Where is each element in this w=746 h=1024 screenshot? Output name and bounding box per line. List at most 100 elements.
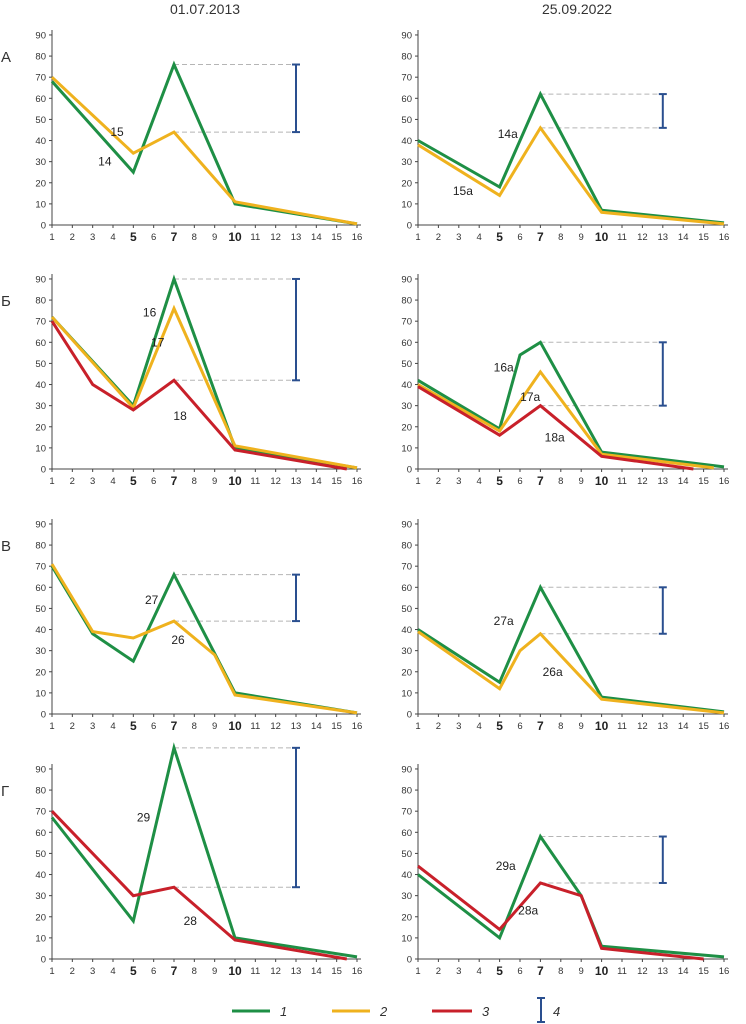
curve-label: 14a — [498, 127, 518, 141]
x-tick-label: 14 — [678, 966, 689, 977]
y-tick-label: 60 — [35, 583, 46, 594]
y-tick-label: 30 — [401, 157, 412, 168]
y-tick-label: 10 — [401, 933, 412, 944]
x-tick-label: 5 — [130, 964, 137, 978]
y-tick-label: 0 — [41, 955, 46, 966]
y-tick-label: 50 — [35, 115, 46, 126]
x-tick-label: 8 — [558, 966, 563, 977]
x-tick-label: 11 — [617, 476, 627, 487]
y-tick-label: 70 — [35, 562, 46, 573]
x-tick-label: 12 — [270, 232, 281, 243]
x-tick-label: 1 — [415, 966, 420, 977]
x-tick-label: 4 — [477, 476, 482, 487]
x-tick-label: 6 — [517, 476, 522, 487]
x-tick-label: 10 — [595, 230, 609, 244]
x-tick-label: 13 — [658, 721, 669, 732]
y-tick-label: 60 — [401, 828, 412, 839]
y-tick-label: 90 — [401, 274, 412, 285]
x-tick-label: 5 — [496, 964, 503, 978]
x-tick-label: 16 — [352, 232, 363, 243]
y-tick-label: 30 — [401, 891, 412, 902]
x-tick-label: 12 — [637, 966, 648, 977]
y-tick-label: 20 — [401, 667, 412, 678]
series-line-series1 — [50, 274, 358, 470]
series-line-series2 — [417, 369, 714, 470]
y-tick-label: 90 — [35, 519, 46, 530]
x-tick-label: 2 — [436, 476, 441, 487]
row-label-a: А — [1, 49, 11, 66]
x-tick-label: 2 — [70, 721, 75, 732]
curve-label: 18a — [545, 430, 565, 444]
legend: 1 2 3 4 — [232, 997, 560, 1023]
curve-label: 27 — [145, 593, 159, 607]
y-tick-label: 50 — [35, 359, 46, 370]
x-tick-label: 12 — [637, 476, 648, 487]
x-tick-label: 12 — [270, 476, 281, 487]
curve-label: 29a — [496, 859, 516, 873]
y-tick-label: 0 — [41, 221, 46, 232]
y-tick-label: 70 — [35, 73, 46, 84]
y-tick-label: 80 — [401, 296, 412, 307]
x-tick-label: 8 — [558, 476, 563, 487]
x-tick-label: 3 — [90, 476, 95, 487]
y-tick-label: 0 — [407, 465, 412, 476]
x-tick-label: 4 — [110, 232, 115, 243]
x-tick-label: 6 — [517, 232, 522, 243]
x-tick-label: 9 — [579, 476, 584, 487]
x-tick-label: 7 — [537, 230, 544, 244]
x-tick-label: 9 — [579, 232, 584, 243]
x-tick-label: 15 — [698, 232, 709, 243]
y-tick-label: 40 — [401, 136, 412, 147]
x-tick-label: 1 — [49, 966, 54, 977]
y-tick-label: 20 — [35, 667, 46, 678]
x-tick-label: 3 — [90, 232, 95, 243]
legend-swatch-range — [537, 997, 545, 1023]
curve-label: 15a — [453, 184, 473, 198]
y-tick-label: 80 — [401, 786, 412, 797]
y-tick-label: 60 — [35, 338, 46, 349]
y-tick-label: 60 — [401, 338, 412, 349]
curve-label: 28 — [184, 914, 198, 928]
x-tick-label: 9 — [579, 966, 584, 977]
y-tick-label: 40 — [35, 870, 46, 881]
y-tick-label: 30 — [35, 157, 46, 168]
y-tick-label: 30 — [35, 401, 46, 412]
x-tick-label: 8 — [192, 966, 197, 977]
y-tick-label: 20 — [35, 178, 46, 189]
y-tick-label: 70 — [401, 317, 412, 328]
curve-label: 26 — [171, 633, 185, 647]
series-line-series3 — [417, 385, 694, 471]
y-tick-label: 50 — [401, 115, 412, 126]
x-tick-label: 16 — [719, 721, 730, 732]
x-tick-label: 6 — [151, 232, 156, 243]
x-tick-label: 10 — [595, 719, 609, 733]
x-tick-label: 2 — [436, 721, 441, 732]
y-tick-label: 30 — [35, 646, 46, 657]
y-tick-label: 0 — [407, 710, 412, 721]
y-tick-label: 10 — [35, 933, 46, 944]
x-tick-label: 15 — [331, 476, 342, 487]
curve-label: 29 — [137, 811, 151, 825]
x-tick-label: 5 — [130, 719, 137, 733]
x-tick-label: 4 — [477, 721, 482, 732]
y-tick-label: 80 — [35, 541, 46, 552]
series-line-series2 — [50, 304, 358, 470]
x-tick-label: 4 — [477, 966, 482, 977]
y-tick-label: 30 — [35, 891, 46, 902]
x-tick-label: 5 — [130, 474, 137, 488]
y-tick-label: 90 — [35, 274, 46, 285]
x-tick-label: 13 — [658, 966, 669, 977]
x-tick-label: 1 — [49, 476, 54, 487]
series-line-series2 — [50, 76, 358, 226]
x-tick-label: 6 — [151, 966, 156, 977]
y-tick-label: 60 — [35, 94, 46, 105]
x-tick-label: 11 — [250, 476, 260, 487]
y-tick-label: 80 — [401, 541, 412, 552]
series-line-series2 — [417, 125, 725, 226]
y-tick-label: 0 — [41, 710, 46, 721]
series-line-series2 — [417, 630, 725, 715]
